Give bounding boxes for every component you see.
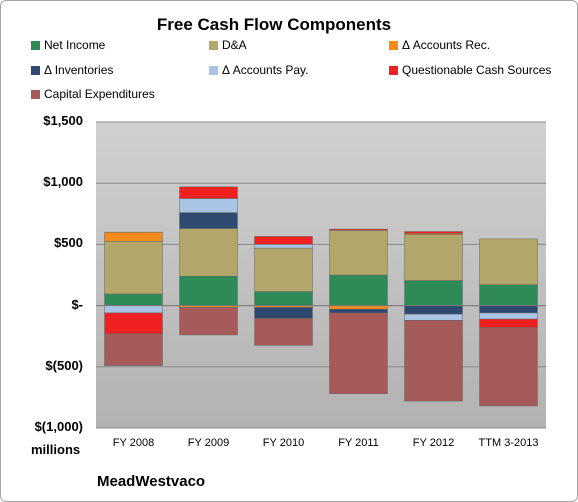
bar-segment bbox=[254, 291, 313, 306]
bar-segment bbox=[329, 228, 388, 231]
legend-item: Δ Accounts Pay. bbox=[209, 63, 309, 77]
legend-swatch bbox=[389, 65, 398, 75]
legend-swatch bbox=[389, 40, 398, 50]
legend-item: Net Income bbox=[31, 38, 105, 52]
legend-item: Δ Inventories bbox=[31, 63, 113, 77]
bar-segment bbox=[179, 228, 238, 277]
legend-item: Questionable Cash Sources bbox=[389, 63, 551, 77]
legend-item: Capital Expenditures bbox=[31, 87, 155, 101]
x-tick-label: FY 2012 bbox=[412, 437, 455, 449]
company-name: MeadWestvaco bbox=[97, 473, 206, 490]
bar-segment bbox=[254, 244, 313, 249]
x-tick-label: FY 2009 bbox=[187, 437, 230, 449]
bar-segment bbox=[179, 275, 238, 306]
legend-swatch bbox=[209, 40, 218, 50]
legend-label: Δ Accounts Pay. bbox=[222, 63, 309, 77]
chart-title: Free Cash Flow Components bbox=[156, 15, 392, 34]
bar-segment bbox=[479, 318, 538, 328]
bar-segment bbox=[479, 238, 538, 286]
bar-segment bbox=[329, 312, 388, 394]
bar-segment bbox=[479, 305, 538, 314]
legend-item: D&A bbox=[209, 38, 247, 52]
plot-background bbox=[96, 122, 546, 428]
y-tick-label: $(1,000) bbox=[34, 419, 83, 434]
bar-segment bbox=[179, 198, 238, 213]
y-tick-label: $500 bbox=[54, 235, 83, 251]
x-tick-label: TTM 3-2013 bbox=[478, 437, 539, 449]
legend-item: Δ Accounts Rec. bbox=[389, 38, 490, 52]
bar-segment bbox=[479, 284, 538, 306]
legend-swatch bbox=[31, 89, 40, 99]
bar-segment bbox=[479, 312, 538, 320]
bar-segment bbox=[104, 293, 163, 306]
legend-label: Questionable Cash Sources bbox=[402, 63, 552, 77]
bar-segment bbox=[254, 247, 313, 292]
y-tick-label: $(500) bbox=[45, 357, 83, 373]
legend-swatch bbox=[31, 40, 40, 50]
bar-segment bbox=[329, 305, 388, 310]
bar-segment bbox=[329, 230, 388, 276]
bar-segment bbox=[404, 280, 463, 306]
bar-segment bbox=[404, 313, 463, 321]
legend-label: Net Income bbox=[44, 38, 106, 52]
bar-segment bbox=[404, 305, 463, 315]
bar-segment bbox=[479, 327, 538, 407]
bar-segment bbox=[179, 307, 238, 336]
bar-segment bbox=[104, 241, 163, 295]
bar-segment bbox=[179, 186, 238, 199]
legend-label: Δ Inventories bbox=[44, 63, 114, 77]
bar-segment bbox=[404, 231, 463, 234]
legend-label: D&A bbox=[222, 38, 247, 52]
bar-segment bbox=[329, 309, 388, 314]
bar-segment bbox=[404, 320, 463, 402]
bar-segment bbox=[254, 236, 313, 245]
bar-segment bbox=[179, 212, 238, 229]
x-tick-label: FY 2008 bbox=[112, 437, 155, 449]
y-tick-label: $1,500 bbox=[43, 113, 83, 128]
legend-swatch bbox=[31, 65, 40, 75]
bar-segment bbox=[404, 234, 463, 281]
legend-label: Capital Expenditures bbox=[44, 87, 155, 101]
x-tick-label: FY 2010 bbox=[262, 437, 305, 449]
y-tick-label: $- bbox=[71, 296, 83, 312]
bar-segment bbox=[104, 231, 163, 242]
bar-segment bbox=[329, 274, 388, 306]
bar-segment bbox=[104, 333, 163, 366]
legend-swatch bbox=[209, 65, 218, 75]
x-tick-label: FY 2011 bbox=[338, 437, 379, 449]
legend-label: Δ Accounts Rec. bbox=[402, 38, 491, 52]
y-tick-label: $1,000 bbox=[43, 174, 83, 190]
bar-segment bbox=[254, 307, 313, 319]
bar-segment bbox=[104, 312, 163, 335]
bar-segment bbox=[254, 318, 313, 346]
bar-segment bbox=[104, 305, 163, 314]
units-label: millions bbox=[31, 442, 81, 457]
